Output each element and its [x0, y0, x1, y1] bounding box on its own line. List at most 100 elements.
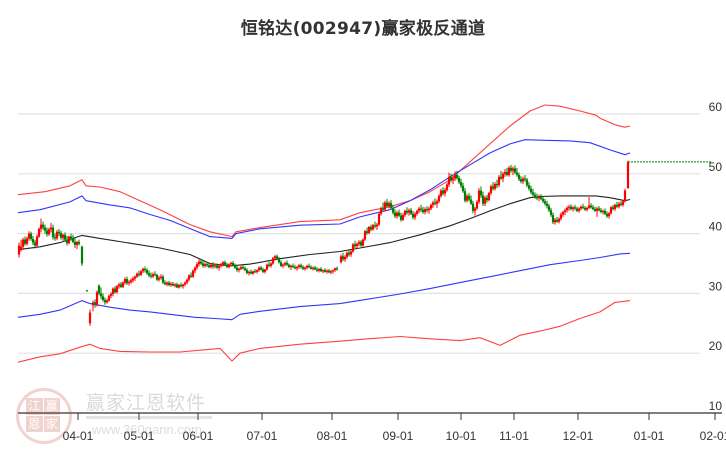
candle: [283, 261, 287, 267]
candle: [51, 224, 55, 240]
candle: [133, 275, 137, 281]
candle: [71, 234, 75, 244]
candle: [383, 200, 387, 212]
candle: [591, 204, 595, 211]
candle: [201, 260, 205, 268]
candle: [233, 263, 237, 269]
middle-line: [17, 195, 631, 267]
candle: [403, 209, 407, 217]
candle: [23, 236, 27, 246]
candle: [77, 239, 81, 246]
candle: [121, 281, 125, 289]
candle: [365, 227, 369, 235]
candle: [185, 278, 189, 285]
candle: [141, 267, 145, 274]
candle: [129, 278, 133, 284]
candle: [335, 266, 339, 271]
x-tick-label: 07-01: [247, 429, 278, 443]
candle: [155, 273, 159, 281]
candle: [361, 238, 365, 247]
candle: [453, 171, 457, 181]
candle: [29, 231, 33, 241]
candle: [539, 194, 543, 201]
candle: [593, 206, 597, 213]
candle: [37, 227, 41, 238]
candle: [621, 200, 625, 207]
candle: [243, 266, 247, 272]
candle: [537, 194, 541, 202]
candle: [519, 176, 523, 184]
candle: [597, 206, 601, 212]
candle: [239, 265, 243, 271]
candle: [579, 205, 583, 211]
candle: [503, 169, 507, 177]
candle: [423, 207, 427, 215]
candle: [415, 209, 419, 216]
candle: [381, 202, 385, 211]
candle: [145, 268, 149, 275]
candle: [80, 245, 84, 266]
candle: [409, 207, 413, 216]
x-tick-label: 10-01: [446, 429, 477, 443]
candle: [49, 222, 53, 233]
candle: [167, 280, 171, 287]
candle: [511, 166, 515, 175]
x-tick-label: 05-01: [124, 429, 155, 443]
candle: [139, 270, 143, 277]
candle: [393, 209, 397, 219]
candle: [291, 263, 295, 269]
candle: [569, 204, 573, 211]
candle: [257, 266, 261, 272]
candle: [475, 200, 479, 210]
candle: [321, 269, 325, 274]
candle: [529, 185, 533, 195]
candle: [497, 174, 501, 187]
candle: [329, 270, 333, 275]
candle: [199, 258, 203, 265]
candle: [315, 267, 319, 272]
outer-upper-line: [17, 104, 631, 238]
candle: [267, 261, 271, 268]
candle: [555, 216, 559, 223]
candle: [215, 263, 219, 269]
candle: [27, 231, 31, 241]
candle: [223, 260, 227, 266]
candle: [275, 254, 279, 260]
x-tick-label: 04-01: [63, 429, 94, 443]
candle: [369, 224, 373, 232]
candle: [119, 282, 123, 289]
candle: [431, 200, 435, 208]
x-tick-label: 02-01: [700, 429, 726, 443]
candle: [395, 210, 399, 219]
candle: [57, 228, 61, 236]
candle: [421, 206, 425, 214]
candle: [447, 172, 451, 187]
candle: [363, 230, 367, 241]
candle: [371, 224, 375, 231]
candle: [445, 182, 449, 192]
candle: [551, 212, 555, 225]
candle: [247, 270, 251, 276]
candle: [147, 270, 151, 278]
candle: [91, 300, 95, 312]
candle: [69, 233, 73, 241]
candle: [43, 224, 47, 234]
candle: [617, 201, 621, 209]
candle: [301, 265, 305, 271]
candle: [491, 182, 495, 191]
candle: [575, 206, 579, 213]
candle: [583, 206, 587, 211]
candle: [411, 210, 415, 220]
candle: [607, 212, 611, 219]
candle: [171, 282, 175, 287]
candle: [515, 167, 519, 177]
y-tick-label: 10: [709, 399, 723, 413]
candle: [507, 166, 511, 177]
candle: [88, 309, 92, 326]
candle: [509, 164, 513, 173]
candle: [67, 235, 71, 245]
candle: [299, 263, 303, 269]
candle: [305, 264, 309, 270]
x-axis: 04-01 05-01 06-01 07-01 08-01 09-01 10-01 11-01…: [18, 412, 726, 443]
